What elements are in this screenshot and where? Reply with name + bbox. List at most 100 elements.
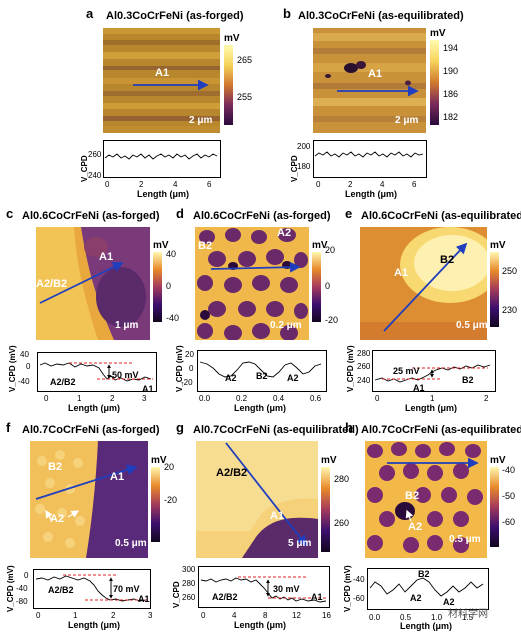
colorbar-tick: 0 [325, 281, 331, 291]
y-tick: 280 [357, 349, 371, 358]
x-tick: 0 [36, 611, 41, 620]
region-label-a2: A2 [50, 513, 65, 525]
panel-label-d: d [176, 206, 184, 221]
annotation: 30 mV [273, 584, 300, 594]
scale-bar-c: 1 μm [115, 320, 139, 331]
kpfm-map-d: B2 A2 0.2 μm [195, 227, 309, 340]
x-tick: 0.5 [400, 613, 412, 622]
panel-title-f: Al0.7CoCrFeNi (as-forged) [22, 424, 160, 436]
x-tick: 1 [430, 394, 435, 403]
colorbar-a [224, 45, 233, 125]
x-tick: 0 [201, 611, 206, 620]
x-tick: 2 [139, 180, 144, 189]
kpfm-map-f: B2 A1 A2 0.5 μm [30, 441, 148, 558]
profile-plot-h [367, 568, 489, 615]
colorbar-g [321, 467, 330, 552]
scale-bar-d: 0.2 μm [270, 320, 302, 331]
annotation: A2/B2 [48, 585, 74, 595]
annotation: A1 [142, 384, 154, 394]
colorbar-unit-e: mV [490, 240, 506, 251]
y-tick: -40 [18, 377, 30, 386]
region-label-a1: A1 [368, 68, 383, 80]
y-axis-label-e: V_CPD (mV) [346, 345, 355, 392]
colorbar-unit-a: mV [224, 33, 240, 44]
annotation: 25 mV [393, 366, 420, 376]
colorbar-unit-c: mV [153, 240, 169, 251]
colorbar-tick: 255 [237, 92, 253, 102]
profile-plot-b [313, 140, 427, 183]
y-tick: 0 [189, 364, 194, 373]
scale-bar-e: 0.5 μm [456, 320, 487, 331]
panel-title-a: Al0.3CoCrFeNi (as-forged) [106, 10, 244, 22]
x-tick: 3 [142, 394, 147, 403]
colorbar-tick: -40 [166, 313, 180, 323]
region-label-a2b2: A2/B2 [216, 467, 248, 479]
region-label-a2b2: A2/B2 [36, 278, 68, 290]
y-tick: -40 [353, 575, 365, 584]
x-tick: 0.2 [236, 394, 248, 403]
y-tick: -40 [16, 584, 28, 593]
kpfm-map-g: A2/B2 A1 5 μm [196, 441, 318, 558]
x-tick: 2 [110, 394, 115, 403]
y-axis-label-f: V_CPD (mV) [6, 565, 15, 612]
watermark-text: 材料学网 [448, 609, 488, 620]
profile-plot-e [372, 350, 496, 397]
colorbar-tick: 20 [325, 245, 336, 255]
y-tick: 200 [297, 142, 311, 151]
panel-label-g: g [176, 420, 184, 435]
y-axis-label-h: V_CPD (mV) [343, 565, 352, 612]
panel-title-h: Al0.7CoCrFeNi (as-equilibrated) [361, 424, 521, 436]
x-tick: 6 [412, 180, 417, 189]
x-tick: 0 [316, 180, 321, 189]
scale-bar-a: 2 μm [189, 115, 213, 126]
x-axis-label-g: Length (μm) [234, 620, 286, 630]
panel-label-c: c [6, 206, 14, 221]
profile-plot-d [197, 350, 327, 397]
colorbar-unit-g: mV [321, 455, 337, 466]
x-tick: 6 [207, 180, 212, 189]
y-tick: 0 [26, 362, 31, 371]
annotation: A1 [311, 592, 323, 602]
annotation: A2 [443, 597, 455, 607]
y-tick: 260 [357, 362, 371, 371]
colorbar-d [312, 252, 321, 322]
profile-plot-c [37, 352, 157, 397]
y-tick: 240 [357, 376, 371, 385]
scan-line-arrow [35, 464, 138, 500]
scale-bar-b: 2 μm [395, 115, 419, 126]
colorbar-tick: -20 [164, 495, 178, 505]
annotation: A2 [225, 373, 237, 383]
scan-line-arrow [39, 262, 124, 304]
scale-bar-f: 0.5 μm [115, 538, 147, 549]
colorbar-unit-h: mV [490, 455, 506, 466]
annotation: A2 [410, 593, 422, 603]
x-tick: 4 [173, 180, 178, 189]
annotation: A2 [287, 373, 299, 383]
colorbar-tick: 40 [166, 249, 177, 259]
x-tick: 0 [105, 180, 110, 189]
x-axis-label-a: Length (μm) [137, 189, 189, 199]
profile-plot-f [33, 569, 151, 614]
colorbar-b [430, 40, 439, 125]
colorbar-unit-f: mV [151, 455, 167, 466]
x-tick: 12 [292, 611, 301, 620]
colorbar-tick: -50 [502, 491, 516, 501]
colorbar-tick: -20 [325, 315, 339, 325]
region-label-a1: A1 [394, 267, 409, 279]
y-tick: 40 [20, 350, 29, 359]
x-tick: 0.4 [273, 394, 285, 403]
x-tick: 0.0 [369, 613, 381, 622]
annotation: A2/B2 [50, 377, 76, 387]
kpfm-map-b: A1 2 μm [313, 28, 426, 133]
x-tick: 8 [263, 611, 268, 620]
annotation: A1 [138, 594, 150, 604]
colorbar-tick: 280 [334, 474, 350, 484]
x-tick: 1 [77, 394, 82, 403]
region-label-b2: B2 [440, 254, 455, 266]
colorbar-unit-d: mV [312, 240, 328, 251]
x-tick: 1.5 [462, 613, 474, 622]
colorbar-tick: 250 [502, 266, 518, 276]
panel-title-c: Al0.6CoCrFeNi (as-forged) [22, 210, 160, 222]
region-label-a1: A1 [110, 471, 125, 483]
region-label-b2: B2 [48, 461, 63, 473]
